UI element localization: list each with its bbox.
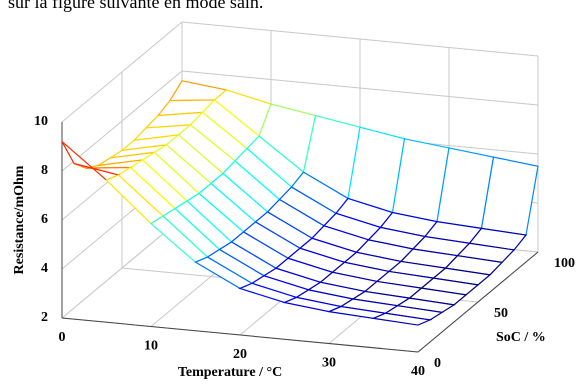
z-tick-label: 4	[41, 261, 48, 276]
z-axis-label: Resistance/mOhm	[12, 165, 27, 274]
y-tick-label: 50	[494, 306, 508, 321]
x-tick-label: 10	[144, 339, 158, 354]
axis-labels: 0 10 20 30 40 0 50 100 2 4 6 8 10 Temperature / °C SoC…	[12, 114, 575, 380]
y-axis-label: SoC / %	[496, 330, 546, 345]
y-tick-label: 100	[554, 256, 575, 271]
x-tick-label: 20	[233, 347, 247, 362]
z-tick-label: 8	[41, 163, 48, 178]
axis-line	[61, 317, 419, 353]
z-tick-label: 6	[41, 212, 48, 227]
grid-line	[181, 21, 539, 57]
grid-line	[61, 217, 183, 319]
x-tick-label: 40	[411, 364, 425, 379]
z-tick-label: 10	[34, 114, 48, 129]
y-tick-label: 0	[434, 356, 441, 371]
caption: sur la figure suivante en mode sain.	[8, 0, 263, 12]
z-tick-label: 2	[41, 310, 48, 325]
grid-line	[181, 70, 539, 106]
surface	[61, 80, 539, 326]
grid-line	[61, 70, 183, 172]
x-tick-label: 0	[59, 330, 66, 345]
x-tick-label: 30	[322, 356, 336, 371]
grid-line	[61, 21, 183, 123]
x-axis-label: Temperature / °C	[178, 365, 282, 380]
mesh-cell	[371, 312, 433, 326]
axis-line	[417, 251, 539, 353]
